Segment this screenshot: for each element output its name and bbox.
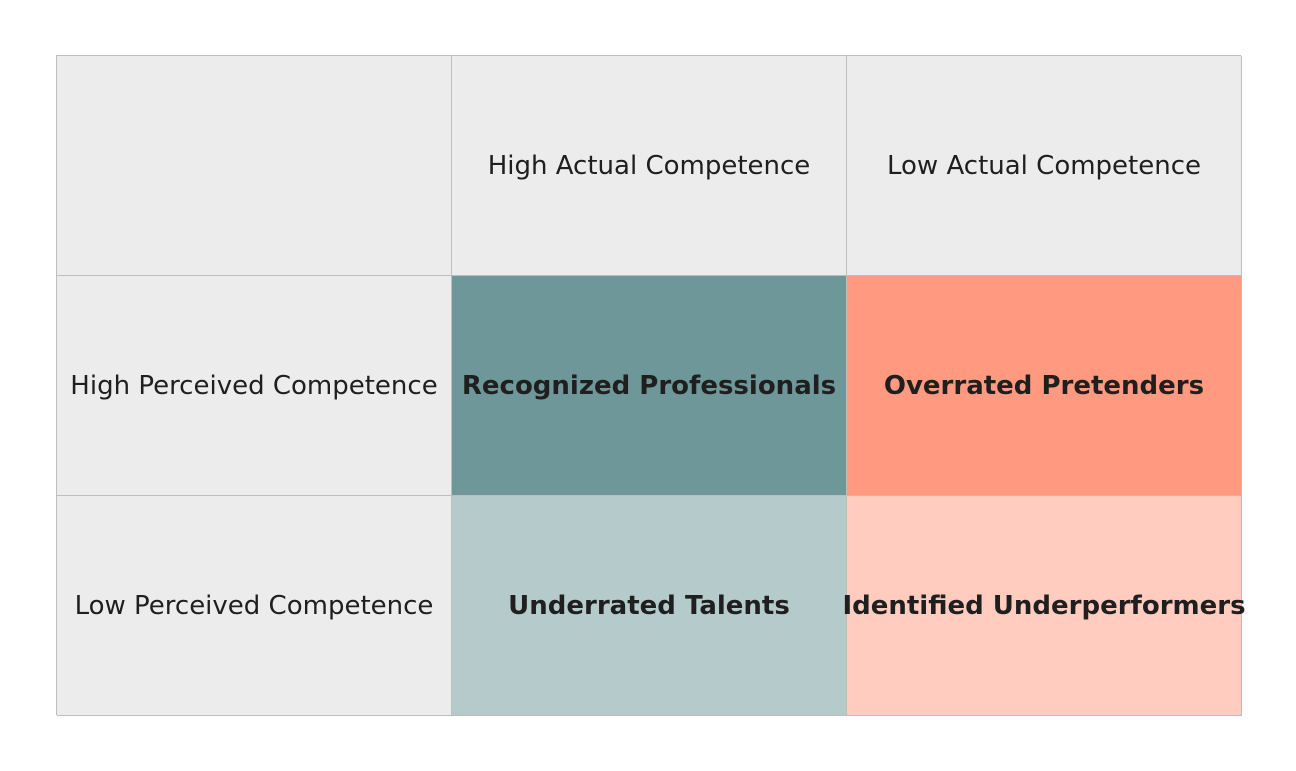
corner-cell [57, 56, 452, 276]
competence-matrix: High Actual Competence Low Actual Compet… [56, 55, 1246, 716]
quadrant-overrated-pretenders: Overrated Pretenders [847, 276, 1242, 496]
column-header-high-actual: High Actual Competence [452, 56, 847, 276]
row-header-high-perceived: High Perceived Competence [57, 276, 452, 496]
quadrant-recognized-professionals: Recognized Professionals [452, 276, 847, 496]
quadrant-underrated-talents: Underrated Talents [452, 496, 847, 716]
column-header-low-actual: Low Actual Competence [847, 56, 1242, 276]
row-header-low-perceived: Low Perceived Competence [57, 496, 452, 716]
quadrant-identified-underperformers: Identified Underperformers [842, 496, 1246, 716]
